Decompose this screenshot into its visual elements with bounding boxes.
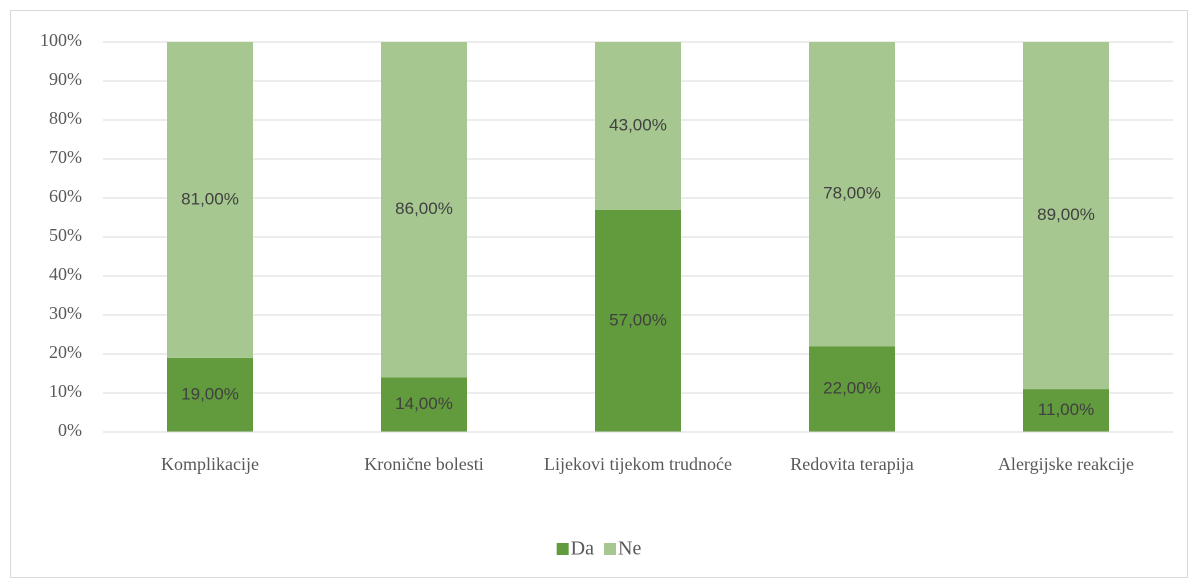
x-tick-label: Kronične bolesti xyxy=(364,454,483,474)
y-tick-label: 60% xyxy=(49,186,82,206)
value-label: 22,00% xyxy=(823,379,881,398)
legend-label: Da xyxy=(571,538,594,560)
y-tick-label: 50% xyxy=(49,225,82,245)
value-label: 19,00% xyxy=(181,384,239,403)
value-label: 11,00% xyxy=(1038,400,1094,419)
bar-segment xyxy=(809,346,895,432)
bar-segment xyxy=(595,209,681,432)
bar-segment xyxy=(1023,42,1109,390)
value-label: 89,00% xyxy=(1037,205,1095,224)
y-tick-label: 70% xyxy=(49,147,82,167)
bar-segment xyxy=(167,42,253,358)
bar-segment xyxy=(1023,389,1109,432)
value-label: 86,00% xyxy=(395,199,453,218)
y-tick-label: 10% xyxy=(49,381,82,401)
y-tick-label: 90% xyxy=(49,69,82,89)
legend-swatch xyxy=(556,543,569,555)
bar-segment xyxy=(167,357,253,432)
x-tick-label: Komplikacije xyxy=(161,454,259,474)
y-tick-label: 0% xyxy=(58,420,82,440)
y-tick-label: 40% xyxy=(49,264,82,284)
bar-segment xyxy=(381,42,467,378)
x-tick-label: Lijekovi tijekom trudnoće xyxy=(544,454,732,474)
y-tick-label: 30% xyxy=(49,303,82,323)
bar-segment xyxy=(595,42,681,210)
bar-segment xyxy=(381,377,467,432)
legend-swatch xyxy=(604,543,616,555)
bar-segment xyxy=(809,42,895,347)
value-label: 43,00% xyxy=(609,115,667,134)
value-label: 57,00% xyxy=(609,310,667,329)
legend-label: Ne xyxy=(618,538,641,560)
legend: Da Ne xyxy=(556,538,641,560)
value-label: 78,00% xyxy=(823,184,881,203)
y-tick-label: 80% xyxy=(49,108,82,128)
y-tick-label: 100% xyxy=(40,30,82,50)
value-label: 14,00% xyxy=(395,394,453,413)
y-tick-label: 20% xyxy=(49,342,82,362)
value-label: 81,00% xyxy=(181,189,239,208)
x-tick-label: Redovita terapija xyxy=(790,454,913,474)
x-tick-label: Alergijske reakcije xyxy=(998,454,1134,474)
